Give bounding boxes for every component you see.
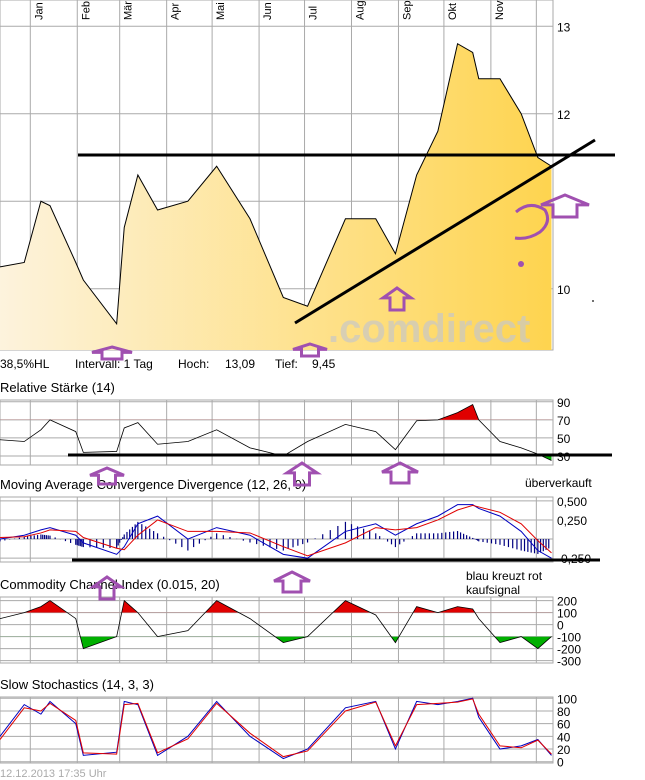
up-arrow-annotation [91, 345, 133, 361]
crossover-note: blau kreuzt rot [466, 569, 543, 583]
month-label: Aug [354, 0, 366, 20]
cci-overbought-fill [0, 600, 552, 613]
rsi-title: Relative Stärke (14) [0, 380, 115, 395]
macd-title: Moving Average Convergence Divergence (1… [0, 477, 306, 492]
stoch-k-line [0, 697, 552, 760]
timestamp: 12.12.2013 17:35 Uhr [0, 768, 107, 780]
cci-frame [0, 596, 554, 664]
up-arrow-annotation [540, 193, 590, 219]
scale-label: 38,5%HL [0, 357, 50, 371]
comdirect-watermark: .comdirect [328, 307, 530, 351]
price-tick-label: 12 [557, 108, 571, 122]
macd-frame [0, 496, 554, 563]
rsi-tick-label: 70 [557, 414, 571, 428]
stochastics-frame [0, 696, 554, 764]
rsi-tick-label: 90 [557, 396, 571, 410]
up-arrow-annotation [378, 286, 416, 312]
low-value: 9,45 [312, 357, 336, 371]
high-label: Hoch: [178, 357, 209, 371]
stoch-d-line [0, 698, 552, 758]
cci-tick-label: -100 [557, 631, 581, 645]
month-label: Apr [170, 3, 182, 20]
cci-line [0, 599, 552, 650]
rsi-tick-label: 50 [557, 432, 571, 446]
question-mark-dot [518, 261, 524, 267]
interval-label: Intervall: 1 Tag [75, 357, 153, 371]
buy-signal-note: kaufsignal [466, 583, 520, 597]
macd-tick-label: 0,500 [557, 495, 587, 509]
high-value: 13,09 [225, 357, 255, 371]
up-arrow-annotation [381, 461, 419, 485]
question-mark-annotation [514, 204, 550, 240]
up-arrow-annotation [292, 342, 328, 358]
month-label: Mär [123, 1, 135, 20]
rsi-tick-label: 30 [557, 450, 571, 464]
up-arrow-annotation [89, 466, 125, 486]
price-area [0, 43, 552, 350]
price-tick-label: 13 [557, 20, 571, 34]
cci-tick-label: -300 [557, 655, 581, 669]
month-label: Jul [308, 6, 320, 20]
month-label: Sep [401, 0, 413, 20]
cci-tick-label: 100 [557, 607, 577, 621]
low-label: Tief: [275, 357, 298, 371]
month-label: Jun [262, 2, 274, 20]
stochastics-title: Slow Stochastics (14, 3, 3) [0, 677, 154, 692]
dot [592, 300, 594, 302]
cci-tick-label: 200 [557, 595, 577, 609]
price-line [0, 42, 552, 326]
signal-line [0, 504, 552, 557]
oversold-note: überverkauft [525, 476, 592, 490]
macd-line [0, 504, 552, 559]
month-label: Feb [80, 1, 92, 20]
month-label: Okt [447, 3, 459, 20]
cci-tick-label: -200 [557, 643, 581, 657]
rsi-overbought-fill [437, 404, 479, 420]
up-arrow-annotation [88, 575, 126, 601]
cci-title: Commodity Channel Index (0.015, 20) [0, 577, 220, 592]
stochastics-tick-label: 100 [557, 692, 577, 706]
stochastics-tick-label: 60 [557, 718, 571, 732]
stochastics-tick-label: 40 [557, 730, 571, 744]
month-label: Jan [33, 2, 45, 20]
up-arrow-annotation [273, 570, 311, 594]
month-label: Nov [494, 0, 506, 20]
cci-tick-label: 0 [557, 619, 564, 633]
month-label: Mai [215, 2, 227, 20]
stochastics-tick-label: 80 [557, 705, 571, 719]
price-tick-label: 10 [557, 283, 571, 297]
cci-oversold-fill [0, 636, 552, 649]
stochastics-tick-label: 20 [557, 743, 571, 757]
macd-tick-label: 0,250 [557, 514, 587, 528]
stochastics-tick-label: 0 [557, 756, 564, 770]
trend-line [294, 138, 596, 325]
up-arrow-annotation [282, 461, 322, 487]
rsi-frame [0, 399, 554, 466]
